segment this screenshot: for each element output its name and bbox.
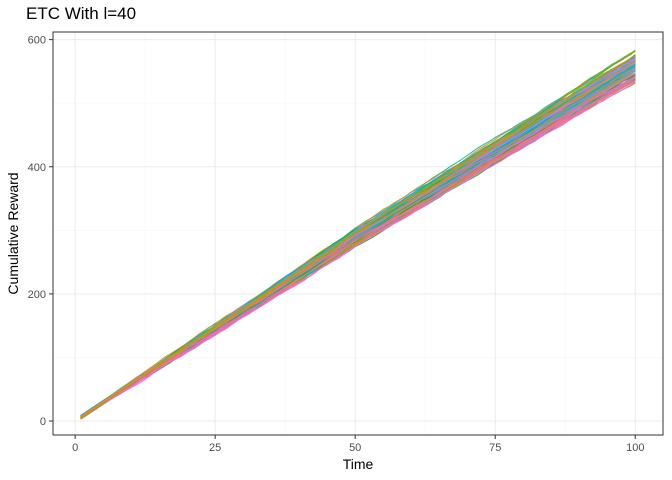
series-line bbox=[80, 55, 636, 420]
series-lines bbox=[80, 49, 636, 420]
series-line bbox=[80, 81, 636, 418]
series-line bbox=[80, 73, 636, 418]
x-tick-label: 0 bbox=[72, 442, 78, 454]
series-line bbox=[80, 60, 636, 419]
y-tick-label: 200 bbox=[28, 289, 46, 301]
panel-border bbox=[52, 31, 664, 436]
x-tick-label: 100 bbox=[626, 442, 644, 454]
y-tick-label: 600 bbox=[28, 35, 46, 47]
y-tick-label: 400 bbox=[28, 162, 46, 174]
series-line bbox=[80, 50, 636, 417]
chart-title: ETC With l=40 bbox=[26, 4, 136, 23]
y-axis-title: Cumulative Reward bbox=[5, 172, 21, 294]
x-tick-label: 50 bbox=[349, 442, 361, 454]
series-line bbox=[80, 79, 636, 419]
series-line bbox=[80, 54, 636, 417]
x-axis-title: Time bbox=[343, 456, 374, 472]
x-tick-label: 75 bbox=[489, 442, 501, 454]
axis-ticks: 0 25 50 75 100 0 200 400 600 bbox=[28, 35, 645, 454]
x-tick-label: 25 bbox=[209, 442, 221, 454]
y-tick-label: 0 bbox=[40, 416, 46, 428]
